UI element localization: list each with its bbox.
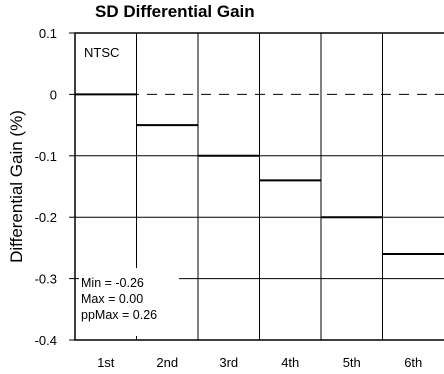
x-tick-label: 4th bbox=[281, 355, 299, 370]
x-tick-label: 1st bbox=[97, 355, 115, 370]
stats-box bbox=[79, 268, 179, 336]
x-tick-labels: 1st 2nd 3rd 4th 5th 6th bbox=[97, 355, 422, 370]
x-tick-label: 3rd bbox=[219, 355, 238, 370]
stat-min: Min = -0.26 bbox=[81, 276, 144, 290]
y-tick-label: -0.4 bbox=[35, 333, 57, 348]
standard-label: NTSC bbox=[84, 45, 119, 60]
x-tick-label: 5th bbox=[343, 355, 361, 370]
stat-ppmax: ppMax = 0.26 bbox=[81, 308, 157, 322]
y-tick-label: -0.2 bbox=[35, 210, 57, 225]
y-tick-label: 0.1 bbox=[39, 26, 57, 41]
y-tick-label: -0.3 bbox=[35, 272, 57, 287]
chart-title: SD Differential Gain bbox=[95, 2, 255, 21]
y-tick-labels: 0.1 0 -0.1 -0.2 -0.3 -0.4 bbox=[35, 26, 75, 348]
y-tick-label: 0 bbox=[50, 87, 57, 102]
step-series bbox=[75, 93, 444, 256]
standard-label-box bbox=[79, 38, 129, 64]
stat-max: Max = 0.00 bbox=[81, 292, 143, 306]
y-tick-label: -0.1 bbox=[35, 149, 57, 164]
plot-frame bbox=[74, 32, 444, 341]
x-tick-label: 6th bbox=[404, 355, 422, 370]
x-tick-label: 2nd bbox=[156, 355, 178, 370]
y-axis-label: Differential Gain (%) bbox=[7, 110, 26, 263]
